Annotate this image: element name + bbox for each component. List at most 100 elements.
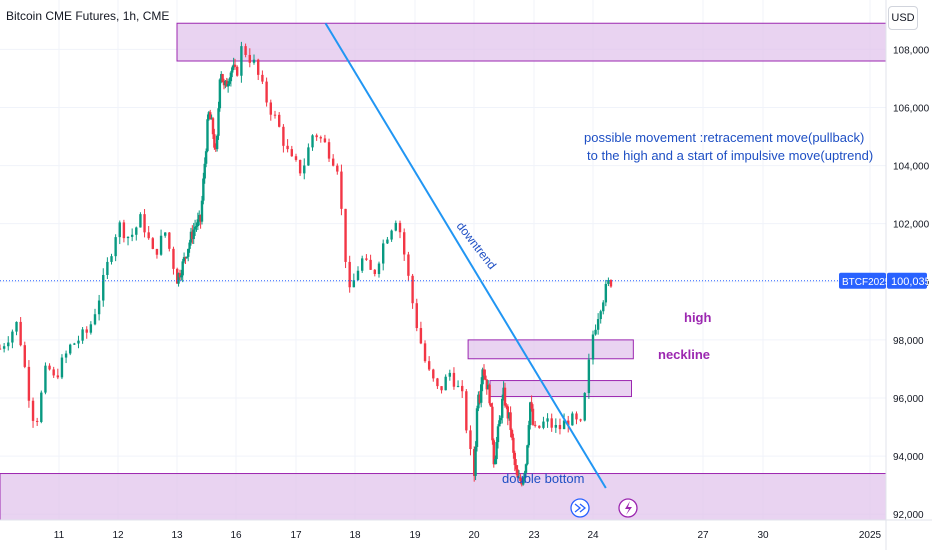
candle-body <box>496 426 500 443</box>
grid-lines <box>0 0 886 520</box>
candle-body <box>130 234 134 237</box>
candle-body <box>519 477 522 481</box>
candle-body <box>204 151 208 164</box>
candle-body <box>474 446 477 476</box>
candle-body <box>520 480 523 485</box>
candle-body <box>222 82 226 86</box>
candle-body <box>282 126 285 146</box>
candle-body <box>278 114 281 127</box>
candle-body <box>11 331 14 343</box>
time-tick-label: 2025 <box>859 530 882 541</box>
neckline-label: neckline <box>658 347 710 362</box>
candle-body <box>515 465 518 470</box>
candle-body <box>226 83 230 87</box>
candle-body <box>177 273 180 284</box>
candle-body <box>579 419 582 421</box>
candle-body <box>456 385 460 387</box>
candle-body <box>365 258 368 260</box>
candle-body <box>244 46 247 55</box>
event-icon-forward[interactable] <box>570 498 590 518</box>
candle-body <box>485 379 488 390</box>
candle-body <box>202 178 205 201</box>
candle-body <box>336 165 339 172</box>
candle-body <box>594 329 597 335</box>
candle-body <box>102 274 105 301</box>
candle-body <box>114 237 117 257</box>
note-line-1: possible movement :retracement move(pull… <box>584 130 864 145</box>
time-tick-label: 30 <box>757 530 769 541</box>
candle-body <box>411 275 414 304</box>
candle-body <box>221 74 224 83</box>
candle-body <box>609 280 613 287</box>
candle-body <box>495 442 498 460</box>
candle-body <box>499 417 502 421</box>
candles-layer <box>0 41 613 487</box>
candle-body <box>210 118 213 120</box>
time-tick-label: 27 <box>697 530 709 541</box>
symbol-title[interactable]: Bitcoin CME Futures, 1h, CME <box>6 9 170 23</box>
candle-body <box>286 145 289 150</box>
candle-body <box>562 420 566 430</box>
candle-body <box>35 420 39 422</box>
high-label: high <box>684 310 711 325</box>
currency-button[interactable]: USD <box>888 6 918 30</box>
candle-body <box>164 232 167 236</box>
candle-body <box>64 353 68 358</box>
time-tick-label: 12 <box>112 530 124 541</box>
candle-body <box>415 303 418 329</box>
candle-body <box>155 248 159 255</box>
price-tick-label: 106,000 <box>893 103 930 114</box>
candle-body <box>200 200 204 222</box>
candle-body <box>23 345 26 367</box>
candle-body <box>269 102 272 115</box>
time-axis[interactable]: 11 12 13 16 17 18 19 20 23 24 27 30 2025 <box>0 519 932 541</box>
candle-body <box>527 425 530 446</box>
candle-body <box>89 324 93 333</box>
candle-body <box>189 231 193 243</box>
candle-body <box>508 412 511 419</box>
candle-body <box>44 365 47 393</box>
candle-body <box>147 232 150 239</box>
candle-body <box>503 387 507 406</box>
candle-body <box>175 268 179 284</box>
candle-body <box>487 384 490 390</box>
candle-body <box>478 394 481 403</box>
candle-body <box>240 46 243 76</box>
candle-body <box>181 261 184 276</box>
candle-body <box>542 421 545 428</box>
candle-body <box>480 384 483 403</box>
candle-body <box>538 425 541 428</box>
note-line-2: to the high and a start of impulsive mov… <box>587 148 873 163</box>
candle-body <box>248 54 251 63</box>
candle-body <box>48 365 51 370</box>
candle-body <box>220 74 223 80</box>
downtrend-line[interactable] <box>324 22 607 489</box>
price-tick-label: 94,000 <box>893 452 924 463</box>
price-tick-label: 98,000 <box>893 336 924 347</box>
candle-body <box>498 420 501 427</box>
candle-body <box>168 232 171 249</box>
candle-body <box>356 270 360 281</box>
price-tick-label: 104,000 <box>893 162 930 173</box>
time-tick-label: 19 <box>409 530 421 541</box>
candle-body <box>352 280 356 288</box>
candle-body <box>265 81 268 103</box>
event-icon-flash[interactable] <box>618 498 638 518</box>
candle-body <box>106 261 109 275</box>
candle-body <box>182 257 186 262</box>
candle-body <box>323 138 327 143</box>
candle-body <box>502 387 505 399</box>
candle-body <box>187 248 190 257</box>
candle-body <box>427 361 431 370</box>
candle-body <box>261 74 264 82</box>
candle-body <box>477 394 480 409</box>
candle-body <box>475 408 479 447</box>
candle-body <box>40 392 43 422</box>
candle-body <box>398 222 402 233</box>
candle-body <box>135 227 138 235</box>
candle-body <box>7 342 10 347</box>
candle-body <box>118 222 121 238</box>
price-tick-label: 108,000 <box>893 45 930 56</box>
candle-body <box>206 119 209 152</box>
